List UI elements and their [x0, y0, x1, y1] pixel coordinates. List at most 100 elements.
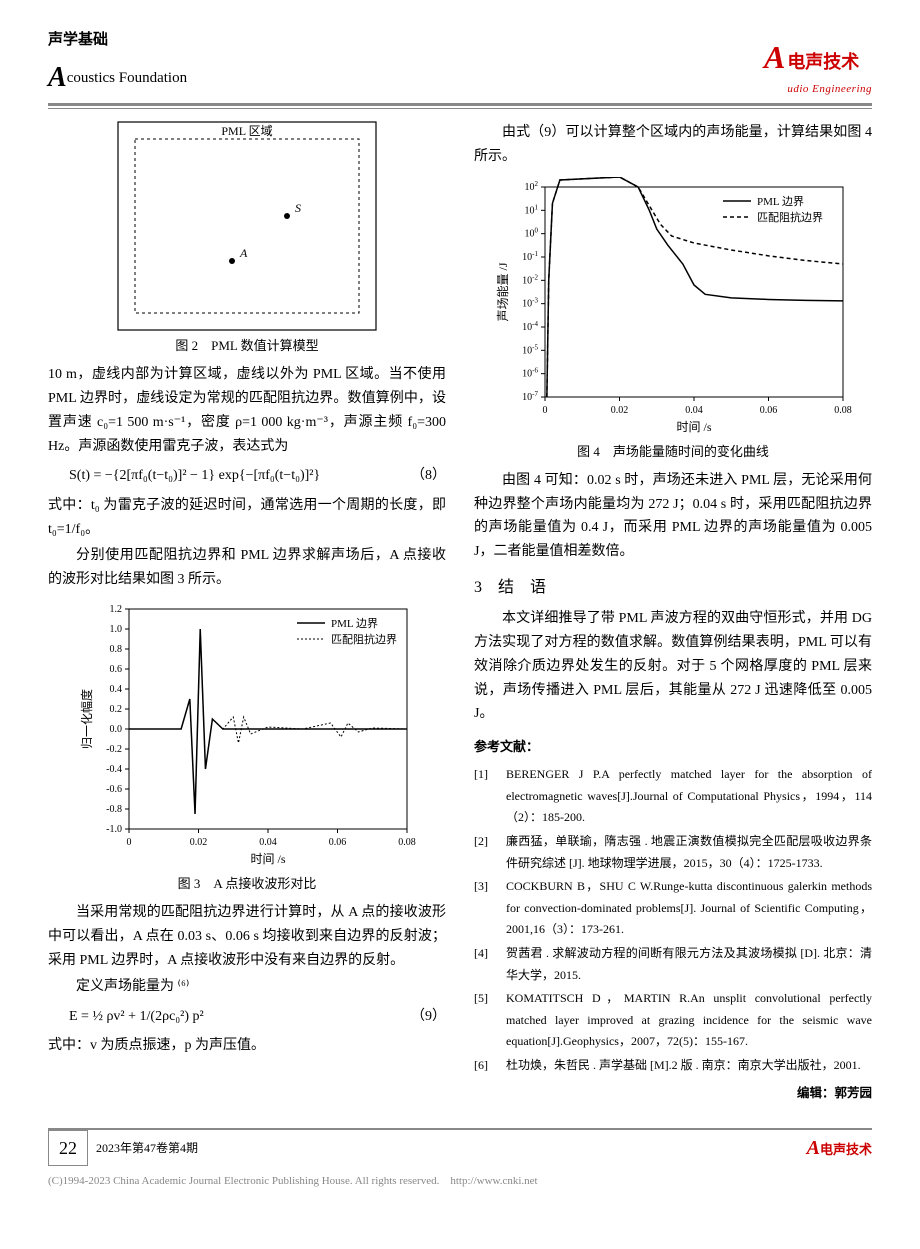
ref-num: [4] [474, 943, 496, 986]
ref-num: [1] [474, 764, 496, 829]
svg-text:-0.8: -0.8 [106, 804, 122, 815]
svg-text:声场能量 /J: 声场能量 /J [496, 262, 510, 321]
ref-text: COCKBURN B，SHU C W.Runge-kutta discontin… [506, 876, 872, 941]
eq8-num: （8） [411, 464, 446, 488]
svg-text:0.06: 0.06 [329, 837, 347, 848]
section-en: Acoustics Foundation [48, 54, 187, 102]
eq9-body: E = ½ ρv² + 1/(2ρc₀²) p² [48, 1005, 204, 1029]
left-p6: 式中：v 为质点振速，p 为声压值。 [48, 1034, 446, 1058]
svg-text:S: S [295, 201, 301, 215]
figure-2-caption: 图 2 PML 数值计算模型 [48, 335, 446, 357]
svg-text:-0.6: -0.6 [106, 784, 122, 795]
svg-text:0: 0 [127, 837, 132, 848]
figure-3-caption: 图 3 A 点接收波形对比 [48, 873, 446, 895]
ref-text: KOMATITSCH D，MARTIN R.An unsplit convolu… [506, 988, 872, 1053]
reference-item: [2]廉西猛，单联瑜，隋志强 . 地震正演数值模拟完全匹配层吸收边界条件研究综述… [474, 831, 872, 874]
svg-text:100: 100 [525, 226, 539, 239]
svg-text:0.0: 0.0 [110, 724, 123, 735]
footer-logo-a-icon: A [807, 1131, 820, 1165]
eq9-num: （9） [411, 1005, 446, 1029]
svg-text:时间 /s: 时间 /s [676, 420, 711, 434]
reference-item: [5] KOMATITSCH D，MARTIN R.An unsplit conv… [474, 988, 872, 1053]
svg-text:匹配阻抗边界: 匹配阻抗边界 [331, 632, 397, 646]
ref-num: [6] [474, 1055, 496, 1077]
svg-text:PML 边界: PML 边界 [331, 617, 378, 630]
journal-cn: 电声技术 [787, 52, 859, 72]
ref-num: [3] [474, 876, 496, 941]
right-p2: 由图 4 可知：0.02 s 时，声场还未进入 PML 层，无论采用何种边界整个… [474, 469, 872, 564]
left-p5: 定义声场能量为 ⁽⁶⁾ [48, 975, 446, 999]
copyright-line: (C)1994-2023 China Academic Journal Elec… [48, 1172, 872, 1191]
svg-text:PML 区域: PML 区域 [221, 124, 272, 138]
svg-text:0.2: 0.2 [110, 704, 123, 715]
section-3-head: 3 结 语 [474, 574, 872, 601]
page-number: 22 [48, 1130, 88, 1167]
ref-text: 贺茜君 . 求解波动方程的间断有限元方法及其波场模拟 [D]. 北京：清华大学，… [506, 943, 872, 986]
left-p1: 10 m，虚线内部为计算区域，虚线以外为 PML 区域。当不使用 PML 边界时… [48, 363, 446, 458]
equation-8: S(t) = −{2[πf₀(t−t₀)]² − 1} exp{−[πf₀(t−… [48, 464, 446, 488]
header-rule [48, 103, 872, 109]
svg-text:时间 /s: 时间 /s [250, 852, 285, 866]
right-p1: 由式（9）可以计算整个区域内的声场能量，计算结果如图 4 所示。 [474, 121, 872, 169]
svg-text:0: 0 [543, 405, 548, 416]
svg-text:0.08: 0.08 [398, 837, 416, 848]
right-p3: 本文详细推导了带 PML 声波方程的双曲守恒形式，并用 DG 方法实现了对方程的… [474, 607, 872, 726]
svg-text:0.02: 0.02 [611, 405, 629, 416]
left-p2: 式中：t₀ 为雷克子波的延迟时间，通常选用一个周期的长度，即 t₀=1/f₀。 [48, 494, 446, 542]
left-p3: 分别使用匹配阻抗边界和 PML 边界求解声场后，A 点接收的波形对比结果如图 3… [48, 544, 446, 592]
svg-text:0.02: 0.02 [190, 837, 208, 848]
section-cn: 声学基础 [48, 28, 187, 54]
svg-text:0.6: 0.6 [110, 664, 123, 675]
section-3-title: 结 语 [498, 579, 546, 596]
figure-4: 0 0.02 0.04 0.06 0.08 10-7 10-6 10-5 10-4 10-3 10-… [493, 177, 853, 437]
svg-text:1.2: 1.2 [110, 604, 123, 615]
svg-text:-0.2: -0.2 [106, 744, 122, 755]
svg-text:102: 102 [525, 180, 539, 193]
svg-text:10-2: 10-2 [522, 273, 538, 286]
footer-journal-cn: 电声技术 [820, 1139, 872, 1161]
journal-en: udio Engineering [787, 83, 872, 95]
left-column: PML 区域 S A 图 2 PML 数值计算模型 10 m，虚线内部为计算区域，虚… [48, 121, 446, 1104]
svg-text:10-3: 10-3 [522, 296, 538, 309]
reference-item: [4] 贺茜君 . 求解波动方程的间断有限元方法及其波场模拟 [D]. 北京：清华… [474, 943, 872, 986]
svg-text:-0.4: -0.4 [106, 764, 122, 775]
svg-text:0.04: 0.04 [685, 405, 703, 416]
footer-logo: A 电声技术 [807, 1131, 872, 1165]
svg-text:A: A [239, 246, 248, 260]
ref-num: [2] [474, 831, 496, 874]
reference-item: [1] BERENGER J P.A perfectly matched laye… [474, 764, 872, 829]
reference-item: [3] COCKBURN B，SHU C W.Runge-kutta discon… [474, 876, 872, 941]
svg-text:0.08: 0.08 [834, 405, 852, 416]
svg-text:PML 边界: PML 边界 [757, 195, 804, 208]
ref-num: [5] [474, 988, 496, 1053]
ref-text: BERENGER J P.A perfectly matched layer f… [506, 764, 872, 829]
svg-text:10-5: 10-5 [522, 343, 538, 356]
figure-4-caption: 图 4 声场能量随时间的变化曲线 [474, 441, 872, 463]
left-p4: 当采用常规的匹配阻抗边界进行计算时，从 A 点的接收波形中可以看出，A 点在 0… [48, 901, 446, 972]
svg-text:0.8: 0.8 [110, 644, 123, 655]
svg-text:10-1: 10-1 [522, 250, 538, 263]
editor-line: 编辑：郭芳园 [474, 1083, 872, 1104]
logo-a-icon: A [764, 30, 785, 84]
reference-item: [6]杜功焕，朱哲民 . 声学基础 [M].2 版 . 南京：南京大学出版社，2… [474, 1055, 872, 1077]
page-header: 声学基础 Acoustics Foundation A 电声技术 udio En… [48, 28, 872, 101]
svg-text:10-6: 10-6 [522, 366, 538, 379]
eq8-body: S(t) = −{2[πf₀(t−t₀)]² − 1} exp{−[πf₀(t−… [48, 464, 320, 488]
svg-text:10-4: 10-4 [522, 320, 538, 333]
svg-text:0.04: 0.04 [259, 837, 277, 848]
section-name: 声学基础 Acoustics Foundation [48, 28, 187, 101]
right-column: 由式（9）可以计算整个区域内的声场能量，计算结果如图 4 所示。 0 0.02 0.… [474, 121, 872, 1104]
journal-logo: A 电声技术 udio Engineering [764, 30, 872, 101]
section-3-num: 3 [474, 579, 482, 596]
svg-text:101: 101 [525, 203, 539, 216]
svg-text:0.06: 0.06 [760, 405, 778, 416]
page-footer: 22 2023年第47卷第4期 A 电声技术 [48, 1128, 872, 1167]
svg-text:-1.0: -1.0 [106, 824, 122, 835]
svg-text:1.0: 1.0 [110, 624, 123, 635]
svg-text:匹配阻抗边界: 匹配阻抗边界 [757, 210, 823, 224]
svg-text:归一化幅度: 归一化幅度 [79, 689, 94, 749]
svg-text:10-7: 10-7 [522, 390, 538, 403]
figure-2: PML 区域 S A [117, 121, 377, 331]
figure-3: 0 0.02 0.04 0.06 0.08 -1.0 -0.8 -0.6 -0.4 -0.2 0.0… [77, 599, 417, 869]
references-head: 参考文献： [474, 736, 872, 758]
